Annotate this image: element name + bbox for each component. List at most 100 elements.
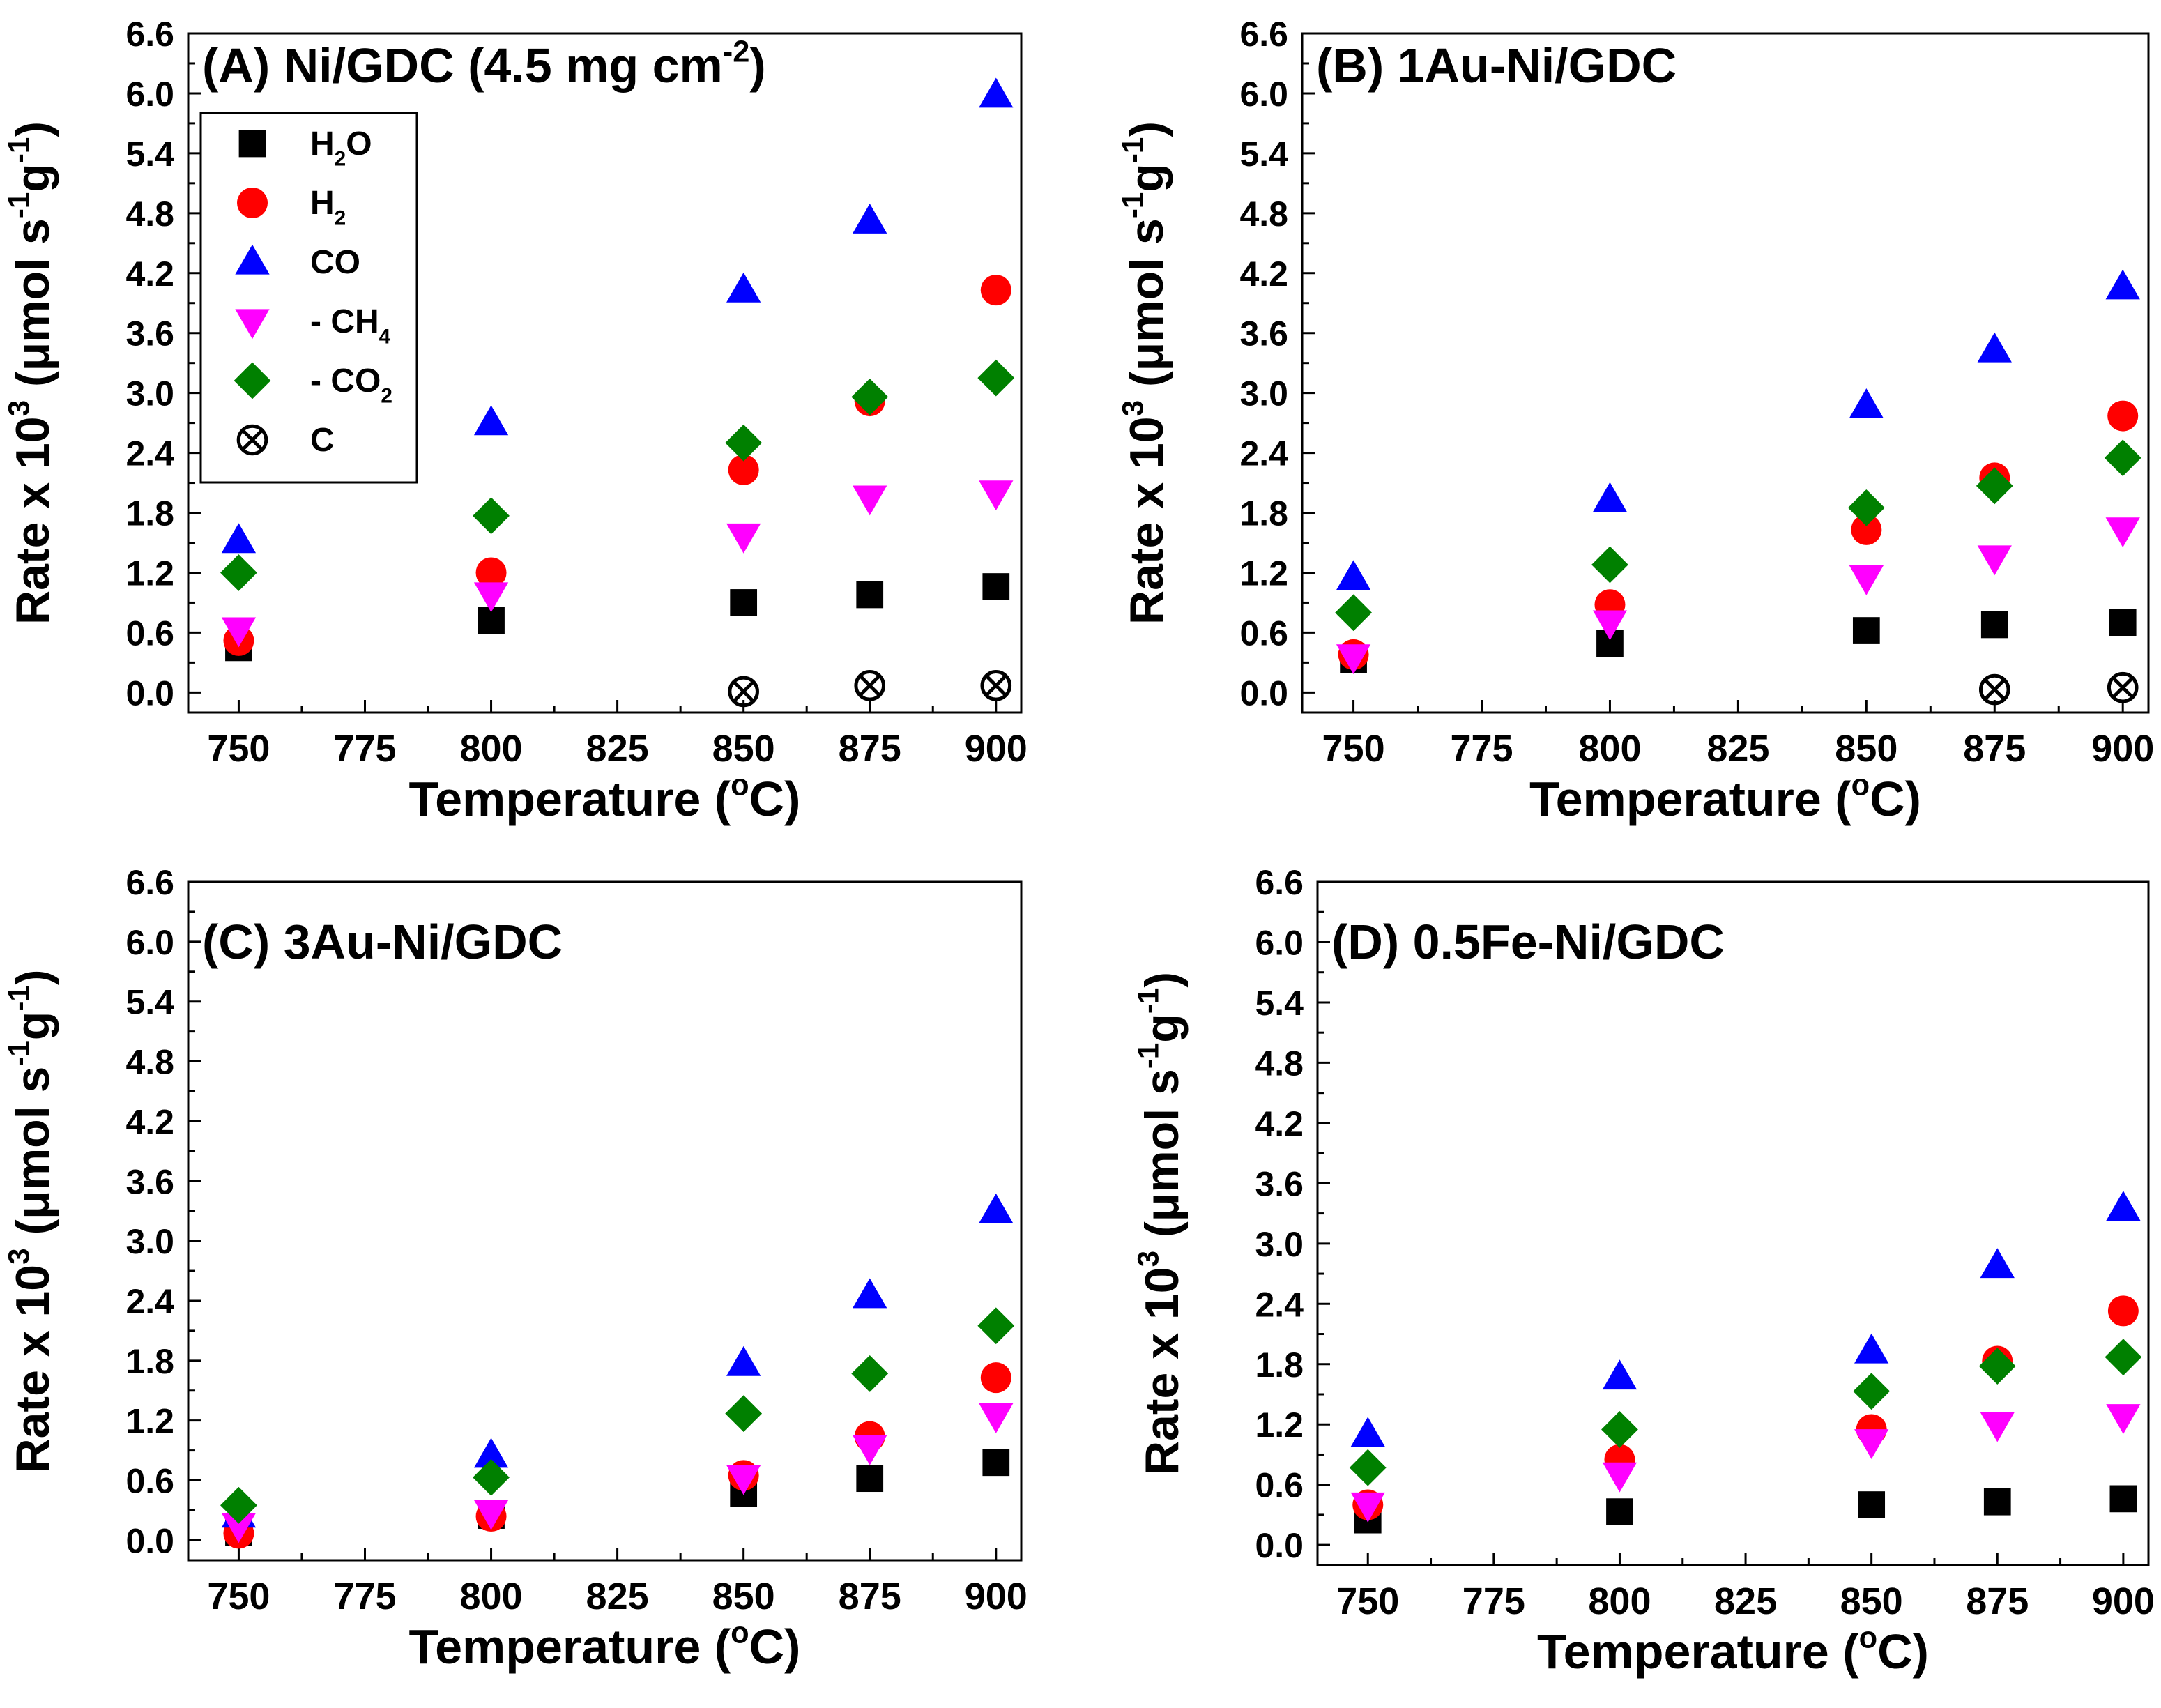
x-tick-label: 900 [965,728,1028,770]
data-point [1592,610,1628,641]
text-run: (B) 1Au-Ni/GDC [1316,38,1677,93]
y-tick-label: 5.4 [125,135,174,174]
data-point [982,573,1010,600]
data-point [2106,1404,2141,1435]
data-point [1350,1492,1385,1523]
x-tick-label: 750 [207,728,270,770]
series [1340,609,2137,673]
diamond-marker [1976,467,2013,505]
circle-marker [2107,400,2139,432]
data-point [1977,545,2012,576]
data-point [2105,1339,2142,1376]
series [220,1307,1015,1524]
square-marker [2109,1485,2137,1513]
text-run: CO [310,244,360,281]
series [1350,1404,2141,1523]
data-point [1983,1488,2011,1516]
data-point [1849,388,1884,418]
data-point [1976,467,2013,505]
data-point [1980,1412,2015,1442]
y-axis-label: Rate x 103 (μmol s-1g-1) [2,969,59,1472]
triangle-down-marker [1592,610,1628,641]
text-run: (μmol s [6,1067,59,1249]
series [221,480,1014,648]
y-tick-label: 1.2 [125,554,174,593]
text-run: H [310,125,335,162]
circle-outline [980,670,1012,701]
legend-marker [237,188,268,218]
triangle-down-marker [853,485,887,516]
data-point [979,77,1014,108]
triangle-down-marker [221,1513,257,1543]
text-run: C) [749,772,801,826]
text-run: g [6,163,59,192]
text-run: ) [749,38,765,93]
x-tick-label: 900 [965,1576,1028,1617]
data-point [473,1500,509,1530]
circle-outline [854,670,886,701]
text-run: g [1136,1014,1189,1043]
series [1349,1339,2142,1486]
cross-line [732,680,755,703]
cross-line [858,674,881,697]
data-point [1980,611,2008,639]
circle-marker [2107,1295,2139,1327]
y-tick-label: 4.8 [125,1043,174,1082]
triangle-down-marker [726,523,761,554]
data-point [726,1465,761,1495]
text-run: ) [6,969,59,985]
y-tick-label: 4.2 [125,1102,174,1141]
triangle-up-marker [1849,388,1884,418]
x-tick-label: 800 [1588,1580,1651,1622]
x-tick-label: 775 [1450,728,1513,770]
x-tick-label: 775 [1463,1580,1525,1622]
triangle-up-marker [853,203,887,234]
y-tick-label: 3.6 [125,1162,174,1201]
y-tick-label: 3.0 [125,1222,174,1261]
text-run: C) [1877,1624,1929,1679]
series [728,670,1012,708]
data-point [856,581,884,609]
text-run: o [1859,1622,1878,1655]
square-marker [1858,1491,1886,1518]
text-run: -1 [1131,1043,1164,1069]
triangle-down-marker [1336,644,1371,675]
series [1336,269,2140,590]
panel-title: (D) 0.5Fe-Ni/GDC [1331,915,1725,969]
circle-marker [237,188,268,218]
diamond-marker [1591,546,1628,584]
triangle-down-marker [2105,517,2140,548]
x-axis-label: Temperature (oC) [1537,1622,1929,1679]
y-tick-label: 2.4 [125,434,174,473]
data-point [1978,1348,2016,1385]
triangle-up-marker [979,77,1014,108]
text-run: (C) 3Au-Ni/GDC [202,915,563,969]
circle-marker [1851,514,1882,545]
series [1338,400,2139,670]
data-point [1851,514,1882,545]
triangle-up-marker [473,1438,509,1468]
y-tick-label: 3.6 [1239,314,1288,353]
data-point [730,589,758,616]
plot-frame [187,880,1023,1562]
data-point [1978,673,2010,706]
text-run: (μmol s [6,218,59,400]
cross-line [2112,676,2135,699]
panel-c: 0.0 0.6 1.2 1.8 2.4 3.0 3.6 4.2 4.8 5.4 6.0 6.6 750 7… [2,863,1027,1674]
series [1350,1191,2141,1447]
triangle-up-marker [979,1193,1014,1223]
text-run: -1 [2,985,35,1011]
text-run: ) [1120,121,1173,137]
circle-marker [980,275,1011,306]
x-tick-label: 850 [712,728,775,770]
text-run: -1 [2,192,35,218]
x-tick-label: 825 [1714,1580,1777,1622]
data-point [979,1193,1014,1223]
data-point [726,272,761,303]
triangle-down-marker [979,1403,1014,1433]
data-point [2107,671,2139,703]
text-run: ) [6,121,59,137]
diamond-marker [1601,1411,1638,1448]
plot-frame [1316,880,2150,1566]
x-tick-label: 875 [839,728,901,770]
